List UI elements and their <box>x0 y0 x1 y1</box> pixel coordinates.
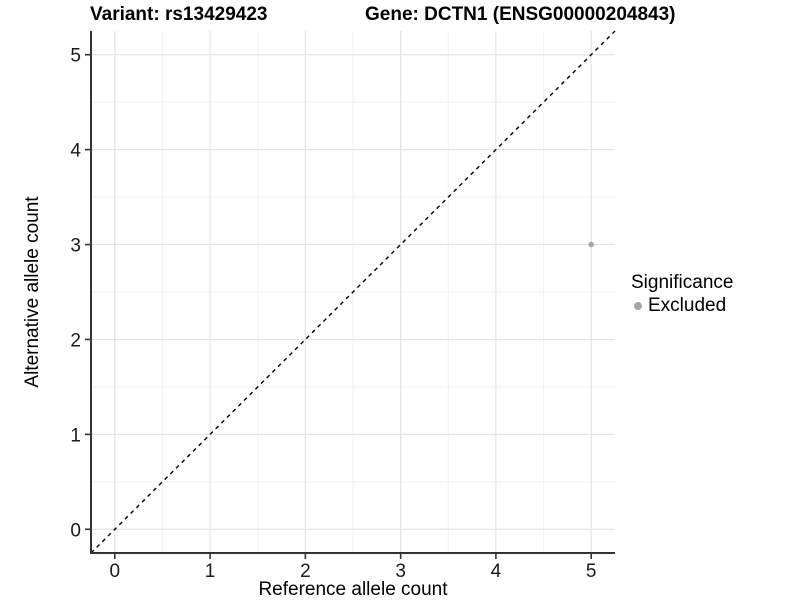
x-tick-label: 0 <box>110 561 121 582</box>
legend-title: Significance <box>631 272 734 293</box>
y-axis-title: Alternative allele count <box>22 196 43 388</box>
y-tick-label: 5 <box>70 46 81 67</box>
identity-line <box>90 30 616 554</box>
y-tick-label: 0 <box>70 520 81 541</box>
data-point <box>588 241 594 248</box>
x-tick-label: 5 <box>586 561 597 582</box>
x-tick-label: 4 <box>491 561 502 582</box>
gene-title: Gene: DCTN1 (ENSG00000204843) <box>365 4 676 25</box>
legend: Significance Excluded <box>629 272 733 317</box>
x-tick-label: 2 <box>300 561 311 582</box>
variant-title: Variant: rs13429423 <box>90 4 268 25</box>
legend-item: Excluded <box>629 295 733 317</box>
x-axis-title: Reference allele count <box>258 579 448 600</box>
legend-key-dot-icon <box>634 302 642 310</box>
legend-items: Excluded <box>629 295 733 317</box>
y-tick-label: 3 <box>70 236 81 257</box>
legend-item-label: Excluded <box>648 295 727 316</box>
y-tick-label: 2 <box>70 330 81 351</box>
y-tick-label: 1 <box>70 425 81 446</box>
x-tick-label: 1 <box>205 561 216 582</box>
x-tick-label: 3 <box>395 561 406 582</box>
y-tick-label: 4 <box>70 141 81 162</box>
